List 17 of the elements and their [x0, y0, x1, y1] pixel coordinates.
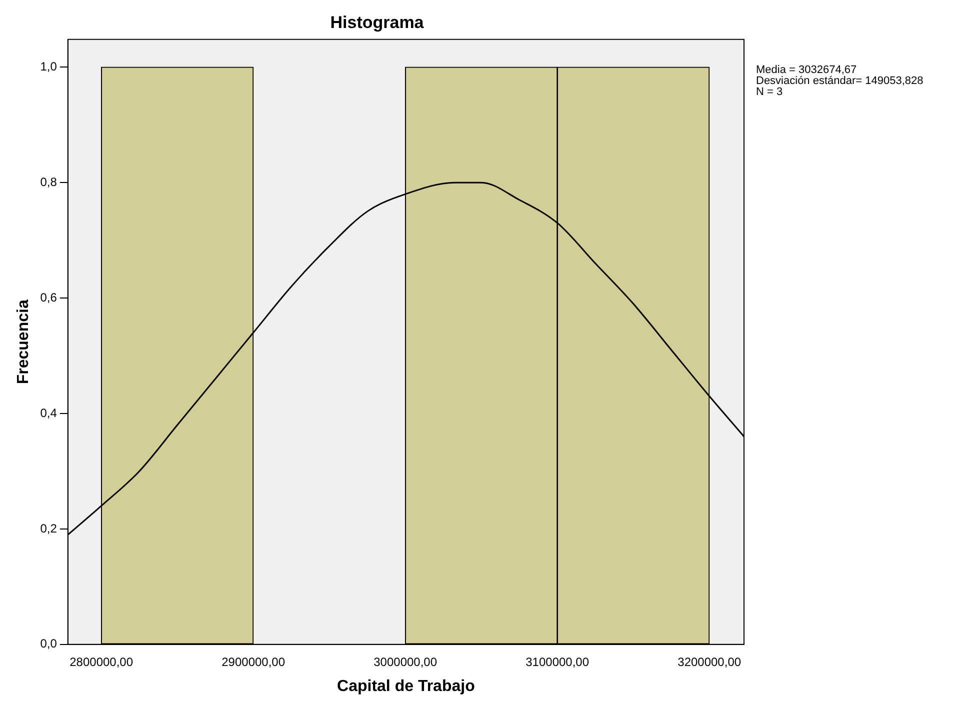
y-tick-label: 0,8: [40, 174, 58, 189]
x-tick-label: 2900000,00: [222, 654, 286, 669]
y-tick-label: 1,0: [40, 59, 58, 74]
y-tick-label: 0,0: [40, 636, 58, 651]
x-tick-label: 2800000,00: [70, 654, 134, 669]
y-tick-label: 0,6: [40, 290, 58, 304]
text: Media = 3032674,67: [756, 64, 857, 76]
y-tick-label: 0,2: [40, 521, 58, 536]
chart-title: Histograma: [330, 12, 424, 32]
y-tick-label: 0,4: [40, 406, 58, 420]
y-axis-title: Frecuencia: [15, 300, 32, 384]
x-tick-label: 3000000,00: [374, 654, 438, 669]
x-tick-label: 3200000,00: [678, 654, 742, 669]
text: N = 3: [756, 86, 783, 98]
text: Desviación estándar= 149053,828: [756, 74, 924, 87]
x-tick-label: 3100000,00: [526, 654, 590, 669]
x-axis-title: Capital de Trabajo: [337, 678, 476, 695]
